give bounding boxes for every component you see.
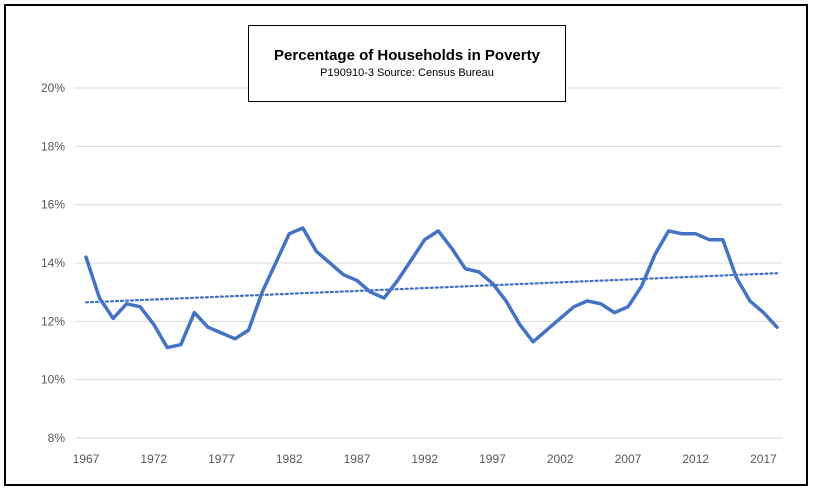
data-point <box>315 250 318 253</box>
data-point <box>112 317 115 320</box>
data-point <box>437 229 440 232</box>
data-point <box>423 238 426 241</box>
data-point <box>288 232 291 235</box>
data-point <box>139 305 142 308</box>
data-point <box>369 291 372 294</box>
data-point <box>667 229 670 232</box>
data-point <box>572 305 575 308</box>
y-axis-ticks: 8% 10% 12% 14% 16% 18% 20% <box>41 81 65 445</box>
y-tick-label: 18% <box>41 139 65 153</box>
data-point <box>85 256 88 259</box>
data-point <box>396 279 399 282</box>
data-point <box>477 270 480 273</box>
x-tick-label: 1997 <box>479 452 506 466</box>
data-point <box>518 323 521 326</box>
data-point <box>342 273 345 276</box>
y-tick-label: 8% <box>48 431 66 445</box>
data-point <box>98 297 101 300</box>
data-point <box>559 317 562 320</box>
trendline <box>84 272 779 304</box>
data-series <box>84 226 779 350</box>
x-tick-label: 1977 <box>208 452 235 466</box>
data-point <box>125 302 128 305</box>
data-point <box>261 291 264 294</box>
y-tick-label: 16% <box>41 198 65 212</box>
data-point <box>234 337 237 340</box>
data-point <box>152 323 155 326</box>
data-point <box>586 299 589 302</box>
x-tick-label: 1987 <box>344 452 371 466</box>
data-point <box>599 302 602 305</box>
data-point <box>383 297 386 300</box>
chart-subtitle: P190910-3 Source: Census Bureau <box>320 67 494 79</box>
y-tick-label: 10% <box>41 373 65 387</box>
data-point <box>220 332 223 335</box>
x-tick-label: 2002 <box>547 452 574 466</box>
chart-title-box: Percentage of Households in Poverty P190… <box>248 25 566 102</box>
x-tick-label: 2017 <box>750 452 777 466</box>
y-tick-label: 12% <box>41 314 65 328</box>
x-tick-label: 2007 <box>615 452 642 466</box>
chart-title: Percentage of Households in Poverty <box>274 47 540 64</box>
data-point <box>654 253 657 256</box>
data-point <box>491 282 494 285</box>
data-point <box>748 299 751 302</box>
data-point <box>640 285 643 288</box>
x-axis-ticks: 1967 1972 1977 1982 1987 1992 1997 2002 2007 2012… <box>73 452 777 466</box>
series-line <box>84 226 779 350</box>
data-point <box>179 343 182 346</box>
data-point <box>681 232 684 235</box>
data-point <box>776 326 779 329</box>
data-point <box>545 329 548 332</box>
data-point <box>626 305 629 308</box>
data-point <box>721 238 724 241</box>
data-point <box>450 247 453 250</box>
y-tick-label: 20% <box>41 81 65 95</box>
data-point <box>410 259 413 262</box>
data-point <box>735 276 738 279</box>
x-tick-label: 1967 <box>73 452 100 466</box>
data-point <box>464 267 467 270</box>
x-tick-label: 1972 <box>140 452 167 466</box>
data-point <box>613 311 616 314</box>
data-point <box>328 262 331 265</box>
data-point <box>206 326 209 329</box>
data-point <box>193 311 196 314</box>
y-tick-label: 14% <box>41 256 65 270</box>
data-point <box>505 299 508 302</box>
data-point <box>301 227 304 230</box>
gridlines <box>75 87 782 439</box>
x-tick-label: 1982 <box>276 452 303 466</box>
data-point <box>532 340 535 343</box>
data-point <box>166 346 169 349</box>
data-point <box>355 279 358 282</box>
data-point <box>274 262 277 265</box>
x-tick-label: 1992 <box>411 452 438 466</box>
data-point <box>694 232 697 235</box>
data-point <box>708 238 711 241</box>
data-point <box>762 311 765 314</box>
data-point <box>247 329 250 332</box>
x-tick-label: 2012 <box>682 452 709 466</box>
